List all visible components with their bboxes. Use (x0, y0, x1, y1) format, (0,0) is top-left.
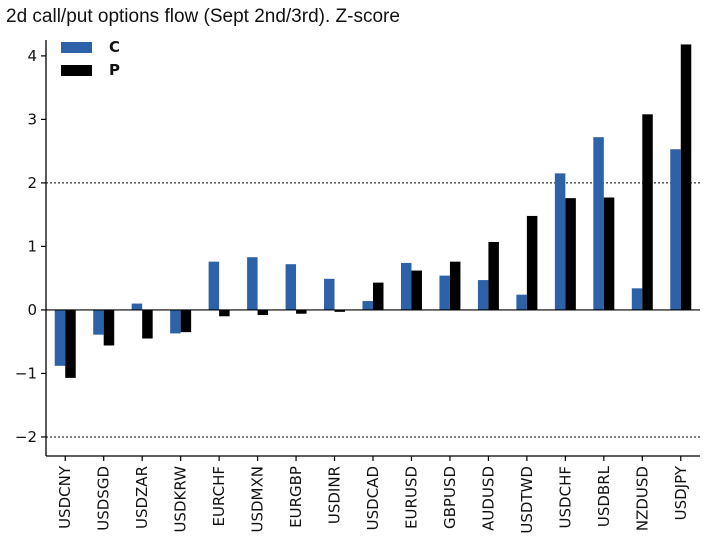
x-tick-label: AUDUSD (479, 466, 497, 531)
bar-p-gbpusd (449, 261, 461, 310)
x-tick-label: USDKRW (172, 466, 190, 533)
bar-c-usdinr (324, 278, 335, 310)
x-tick-label: GBPUSD (441, 466, 459, 529)
y-tick-label: 1 (27, 237, 37, 255)
bar-c-usdcad (362, 301, 373, 310)
y-tick-label: 2 (27, 174, 37, 192)
bar-c-gbpusd (439, 275, 450, 310)
chart-title: 2d call/put options flow (Sept 2nd/3rd).… (6, 6, 400, 27)
legend-swatch-p (61, 65, 92, 76)
x-tick-label: EURCHF (210, 466, 228, 527)
bar-p-eurchf (219, 309, 230, 317)
bar-p-usdcny (65, 309, 76, 378)
x-tick-label: USDJPY (672, 465, 690, 520)
bar-c-usdmxn (247, 257, 258, 310)
bar-c-usdtwd (516, 294, 527, 310)
bar-p-usdbrl (603, 197, 615, 310)
y-tick-label: 4 (27, 47, 37, 65)
bar-p-nzdusd (642, 114, 653, 310)
bar-p-usdcad (373, 282, 384, 310)
bar-c-eurusd (400, 262, 412, 310)
bar-c-usdcny (54, 309, 66, 366)
x-tick-label: NZDUSD (633, 466, 651, 531)
bar-p-usdinr (334, 309, 346, 312)
bar-p-usdtwd (526, 215, 538, 310)
bar-p-usdsgd (103, 309, 115, 346)
x-tick-label: USDMXN (249, 466, 267, 533)
x-tick-label: USDCAD (364, 466, 382, 530)
legend-label-c: C (109, 38, 120, 56)
bar-c-usdbrl (593, 137, 604, 310)
y-tick-label: 0 (27, 301, 37, 319)
bar-c-audusd (477, 280, 489, 310)
bar-p-eurgbp (296, 309, 307, 314)
x-tick-label: USDCNY (56, 465, 74, 529)
x-tick-label: USDTWD (518, 466, 536, 534)
x-tick-label: EURUSD (402, 466, 420, 529)
bar-c-usdchf (554, 173, 566, 310)
x-tick-label: USDSGD (95, 466, 113, 531)
bar-p-usdkrw (180, 309, 192, 333)
plot-area: −2 −1 0 1 2 3 4 USDCNY USDSGD USDZAR USDKRW EURCHF U… (15, 38, 700, 534)
bar-p-usdzar (142, 309, 153, 339)
x-tick-label: USDINR (326, 466, 344, 524)
x-tick-label: USDBRL (595, 465, 613, 527)
bar-c-usdkrw (170, 309, 181, 334)
bar-c-usdjpy (670, 149, 681, 310)
bar-c-eurchf (208, 261, 220, 310)
bar-c-usdzar (131, 303, 143, 310)
y-tick-label: −2 (15, 428, 37, 446)
bar-p-usdmxn (257, 309, 269, 316)
x-tick-label: USDCHF (556, 466, 574, 528)
bar-p-usdchf (565, 198, 576, 310)
x-tick-label: USDZAR (133, 466, 151, 529)
bar-p-usdjpy (680, 44, 692, 310)
legend-swatch-c (61, 42, 92, 53)
bar-c-usdsgd (93, 309, 104, 335)
legend-label-p: P (109, 61, 120, 79)
bar-p-eurusd (411, 270, 422, 310)
y-tick-label: −1 (15, 364, 37, 382)
bar-p-audusd (488, 241, 499, 310)
y-tick-label: 3 (27, 110, 37, 128)
bar-c-nzdusd (631, 288, 643, 310)
x-tick-label: EURGBP (287, 466, 305, 528)
bar-c-eurgbp (285, 264, 297, 310)
